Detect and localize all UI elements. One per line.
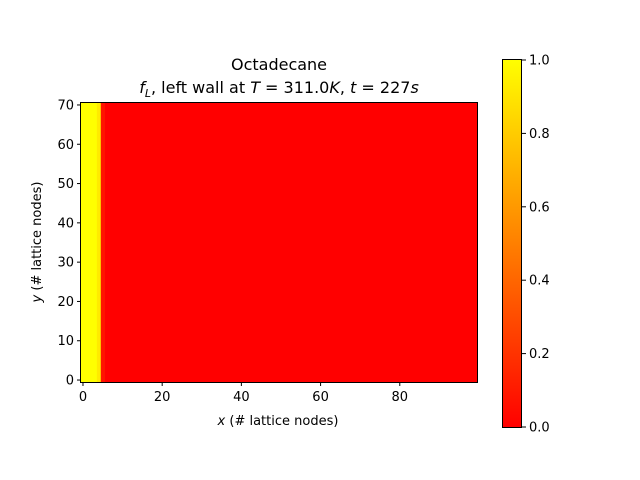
heatmap-column-cell <box>92 103 98 382</box>
heatmap-column-cell <box>81 103 86 382</box>
y-tick-label: 10 <box>57 334 74 349</box>
y-tick-label: 60 <box>57 138 74 153</box>
x-tick-label: 60 <box>312 390 329 405</box>
y-tick-label: 0 <box>66 374 74 389</box>
x-tick-label: 40 <box>233 390 250 405</box>
colorbar-ticks: 0.0 0.2 0.4 0.6 0.8 1.0 <box>522 54 550 436</box>
chart-subtitle: fL, left wall at T = 311.0K, t = 227s <box>139 78 419 100</box>
heatmap-column-cell <box>100 103 106 382</box>
colorbar <box>502 59 522 428</box>
heatmap-column-cell <box>88 103 94 382</box>
y-tick-label: 40 <box>57 216 74 231</box>
x-axis-ticks: 0 20 40 60 80 <box>79 382 408 405</box>
heatmap-background-cells <box>81 103 477 382</box>
heatmap-column-cell <box>96 103 102 382</box>
chart-title: Octadecane <box>231 55 327 74</box>
y-tick-label: 30 <box>57 256 74 271</box>
y-tick-label: 20 <box>57 295 74 310</box>
x-axis-label: x (# lattice nodes) <box>217 414 339 429</box>
colorbar-tick-label: 0.4 <box>529 274 550 289</box>
heatmap-cells <box>81 103 477 382</box>
colorbar-tick-label: 1.0 <box>529 54 550 69</box>
colorbar-tick-label: 0.8 <box>529 127 550 142</box>
x-tick-label: 20 <box>154 390 171 405</box>
heatmap-column-cell <box>84 103 90 382</box>
y-tick-label: 70 <box>57 98 74 113</box>
y-axis-label: y (# lattice nodes) <box>30 182 45 304</box>
y-axis-ticks: 0 10 20 30 40 50 60 70 <box>57 98 81 389</box>
x-tick-label: 0 <box>79 390 87 405</box>
y-tick-label: 50 <box>57 177 74 192</box>
colorbar-tick-label: 0.6 <box>529 200 550 215</box>
plot-frame <box>80 102 478 383</box>
colorbar-tick-label: 0.0 <box>529 421 550 436</box>
colorbar-tick-label: 0.2 <box>529 347 550 362</box>
x-tick-label: 80 <box>392 390 409 405</box>
